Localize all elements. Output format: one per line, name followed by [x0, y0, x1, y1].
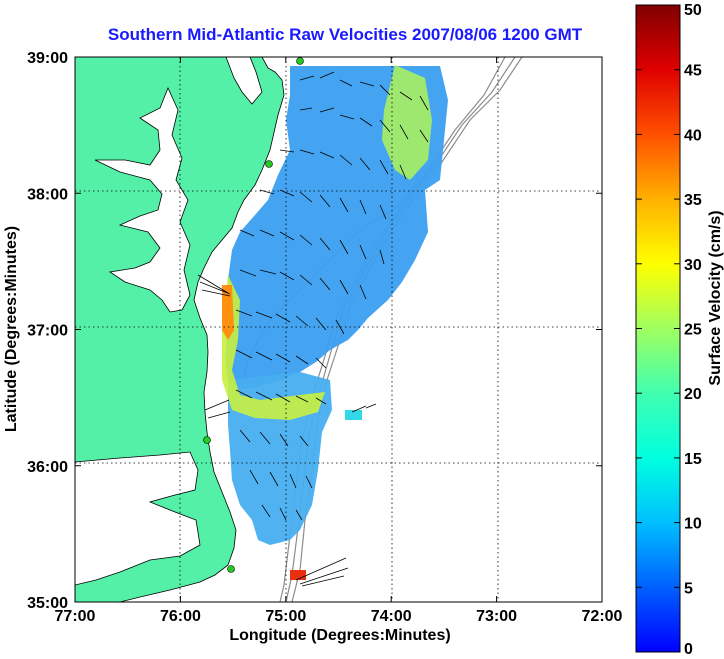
- velocity-arrows: [197, 71, 429, 587]
- velocity-patch-coastal: [222, 275, 325, 420]
- colorbar-label: Surface Velocity (cm/s): [707, 210, 724, 385]
- colorbar-tick-label: 10: [684, 516, 702, 533]
- colorbar-tick-label: 35: [684, 192, 702, 209]
- y-tick-label: 37:00: [27, 323, 68, 340]
- radar-site-marker: [296, 57, 304, 65]
- radar-site-marker: [203, 436, 211, 444]
- velocity-field-offshore-patch: [345, 410, 362, 420]
- y-tick-label: 35:00: [27, 595, 68, 612]
- radar-site-marker: [265, 160, 273, 168]
- delaware-bay: [225, 57, 263, 105]
- y-axis: 39:00 38:00 37:00 36:00 35:00: [27, 50, 602, 612]
- colorbar-tick-label: 40: [684, 127, 702, 144]
- x-axis-label: Longitude (Degrees:Minutes): [229, 627, 450, 644]
- y-axis-label: Latitude (Degrees:Minutes): [3, 226, 20, 432]
- velocity-patch-high: [222, 285, 234, 340]
- y-tick-label: 39:00: [27, 50, 68, 67]
- x-axis: 77:00 76:00 75:00 74:00 73:00 72:00: [55, 57, 623, 625]
- colorbar: [635, 4, 681, 653]
- x-tick-label: 76:00: [160, 608, 201, 625]
- colorbar-tick-label: 50: [684, 2, 702, 19]
- x-tick-label: 74:00: [371, 608, 412, 625]
- velocity-patch-south-red: [290, 570, 306, 580]
- x-tick-label: 75:00: [265, 608, 306, 625]
- radar-site-markers: [203, 57, 304, 573]
- colorbar-tick-label: 5: [684, 580, 693, 597]
- y-tick-label: 38:00: [27, 186, 68, 203]
- x-tick-label: 73:00: [476, 608, 517, 625]
- y-tick-label: 36:00: [27, 459, 68, 476]
- x-tick-label: 77:00: [55, 608, 96, 625]
- velocity-patch-northeast: [382, 65, 432, 180]
- colorbar-tick-label: 45: [684, 63, 702, 80]
- colorbar-tick-label: 15: [684, 451, 702, 468]
- radar-site-marker: [227, 565, 235, 573]
- chart-title: Southern Mid-Atlantic Raw Velocities 200…: [108, 25, 583, 44]
- colorbar-tick-label: 30: [684, 257, 702, 274]
- x-tick-label: 72:00: [582, 608, 623, 625]
- colorbar-tick-label: 25: [684, 322, 702, 339]
- colorbar-tick-label: 0: [684, 641, 693, 658]
- colorbar-tick-label: 20: [684, 386, 702, 403]
- chesapeake-bay: [94, 86, 191, 313]
- grid-lines: [75, 57, 602, 602]
